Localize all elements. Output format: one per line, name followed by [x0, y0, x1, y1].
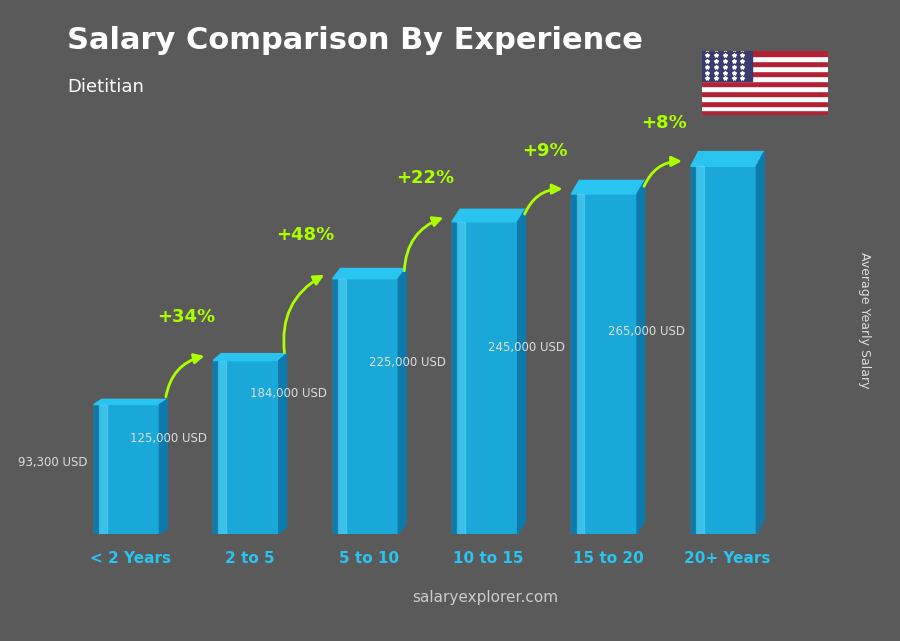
Polygon shape — [333, 269, 406, 279]
Text: +48%: +48% — [276, 226, 335, 244]
Bar — [572, 194, 637, 534]
Text: 20+ Years: 20+ Years — [684, 551, 770, 566]
Bar — [702, 106, 828, 110]
Text: 10 to 15: 10 to 15 — [454, 551, 524, 566]
Text: +22%: +22% — [396, 169, 454, 187]
Text: Dietitian: Dietitian — [67, 78, 144, 96]
Bar — [702, 81, 828, 86]
Text: 93,300 USD: 93,300 USD — [18, 456, 88, 469]
Bar — [333, 279, 398, 534]
Polygon shape — [577, 194, 584, 534]
Text: 2 to 5: 2 to 5 — [225, 551, 274, 566]
Polygon shape — [637, 180, 645, 534]
Text: +34%: +34% — [158, 308, 215, 326]
Text: 5 to 10: 5 to 10 — [339, 551, 400, 566]
Polygon shape — [213, 360, 219, 534]
Polygon shape — [690, 151, 764, 166]
Text: 265,000 USD: 265,000 USD — [608, 325, 685, 338]
Polygon shape — [333, 279, 338, 534]
Polygon shape — [457, 222, 465, 534]
Text: 245,000 USD: 245,000 USD — [489, 340, 565, 354]
Text: 184,000 USD: 184,000 USD — [249, 387, 327, 400]
Polygon shape — [94, 399, 167, 404]
Polygon shape — [696, 166, 704, 534]
Polygon shape — [452, 210, 526, 222]
Bar — [702, 66, 828, 71]
Text: 125,000 USD: 125,000 USD — [130, 432, 207, 445]
Bar — [702, 51, 828, 56]
Polygon shape — [452, 222, 457, 534]
Polygon shape — [572, 194, 577, 534]
Bar — [702, 61, 828, 66]
Text: Average Yearly Salary: Average Yearly Salary — [858, 253, 870, 388]
Polygon shape — [398, 269, 406, 534]
Bar — [213, 360, 279, 534]
Polygon shape — [279, 354, 287, 534]
Bar — [690, 166, 756, 534]
Bar — [94, 404, 159, 534]
Text: +8%: +8% — [641, 114, 687, 132]
Polygon shape — [756, 151, 764, 534]
Text: Salary Comparison By Experience: Salary Comparison By Experience — [67, 26, 643, 55]
Bar — [702, 71, 828, 76]
Polygon shape — [690, 166, 696, 534]
Text: +9%: +9% — [522, 142, 567, 160]
Polygon shape — [213, 354, 287, 360]
Text: 15 to 20: 15 to 20 — [572, 551, 644, 566]
Polygon shape — [338, 279, 346, 534]
Bar — [702, 101, 828, 106]
Bar — [702, 86, 828, 91]
Text: < 2 Years: < 2 Years — [90, 551, 171, 566]
Bar — [702, 91, 828, 96]
Polygon shape — [159, 399, 167, 534]
Bar — [702, 96, 828, 101]
Polygon shape — [518, 210, 526, 534]
Bar — [702, 56, 828, 61]
Polygon shape — [94, 404, 99, 534]
Bar — [702, 76, 828, 81]
Polygon shape — [572, 180, 645, 194]
Text: salaryexplorer.com: salaryexplorer.com — [411, 590, 558, 605]
Text: 225,000 USD: 225,000 USD — [369, 356, 446, 369]
Polygon shape — [219, 360, 226, 534]
Bar — [452, 222, 518, 534]
Bar — [702, 110, 828, 115]
Polygon shape — [99, 404, 107, 534]
